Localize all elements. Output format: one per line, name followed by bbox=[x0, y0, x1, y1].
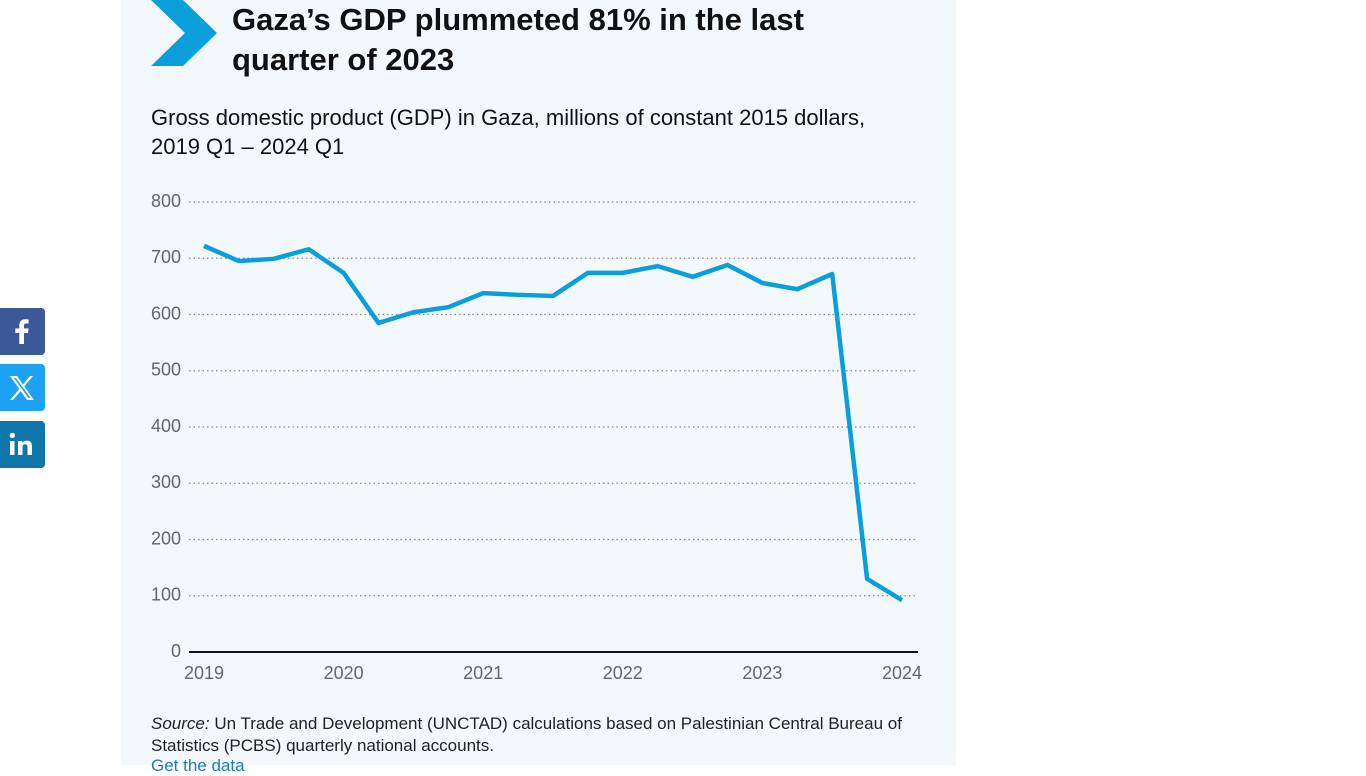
x-tick-label: 2019 bbox=[184, 663, 224, 683]
x-icon bbox=[10, 376, 34, 400]
data-line bbox=[203, 243, 904, 603]
chart-card: Gaza’s GDP plummeted 81% in the last qua… bbox=[121, 0, 956, 775]
chart: 0 100 200 300 400 500 600 700 800 2019 2020 2021 202… bbox=[151, 191, 922, 683]
x-tick-label: 2023 bbox=[742, 663, 782, 683]
chart-subtitle: Gross domestic product (GDP) in Gaza, mi… bbox=[151, 105, 866, 159]
y-tick-label: 100 bbox=[151, 585, 181, 605]
y-tick-label: 200 bbox=[151, 528, 181, 548]
facebook-share[interactable] bbox=[0, 308, 45, 355]
linkedin-icon bbox=[9, 432, 32, 455]
chevron-icon bbox=[151, 0, 217, 66]
y-tick-label: 400 bbox=[151, 416, 181, 436]
source-note: Source: Un Trade and Development (UNCTAD… bbox=[151, 713, 931, 757]
x-tick-label: 2022 bbox=[603, 663, 643, 683]
y-tick-label: 800 bbox=[151, 191, 181, 211]
source-text: Un Trade and Development (UNCTAD) calcul… bbox=[151, 714, 902, 755]
facebook-icon bbox=[15, 319, 29, 344]
data-link[interactable]: Get the data bbox=[151, 756, 245, 775]
x-tick-label: 2021 bbox=[463, 663, 503, 683]
y-tick-label: 0 bbox=[171, 641, 181, 661]
source-label: Source: bbox=[151, 714, 210, 733]
chart-title: Gaza’s GDP plummeted 81% in the last qua… bbox=[232, 2, 804, 77]
linkedin-share[interactable] bbox=[0, 421, 45, 468]
x-tick-label: 2024 bbox=[882, 663, 922, 683]
y-tick-label: 700 bbox=[151, 247, 181, 267]
y-tick-label: 500 bbox=[151, 360, 181, 380]
y-tick-label: 600 bbox=[151, 303, 181, 323]
x-tick-label: 2020 bbox=[324, 663, 364, 683]
x-share[interactable] bbox=[0, 364, 45, 411]
y-tick-label: 300 bbox=[151, 472, 181, 492]
